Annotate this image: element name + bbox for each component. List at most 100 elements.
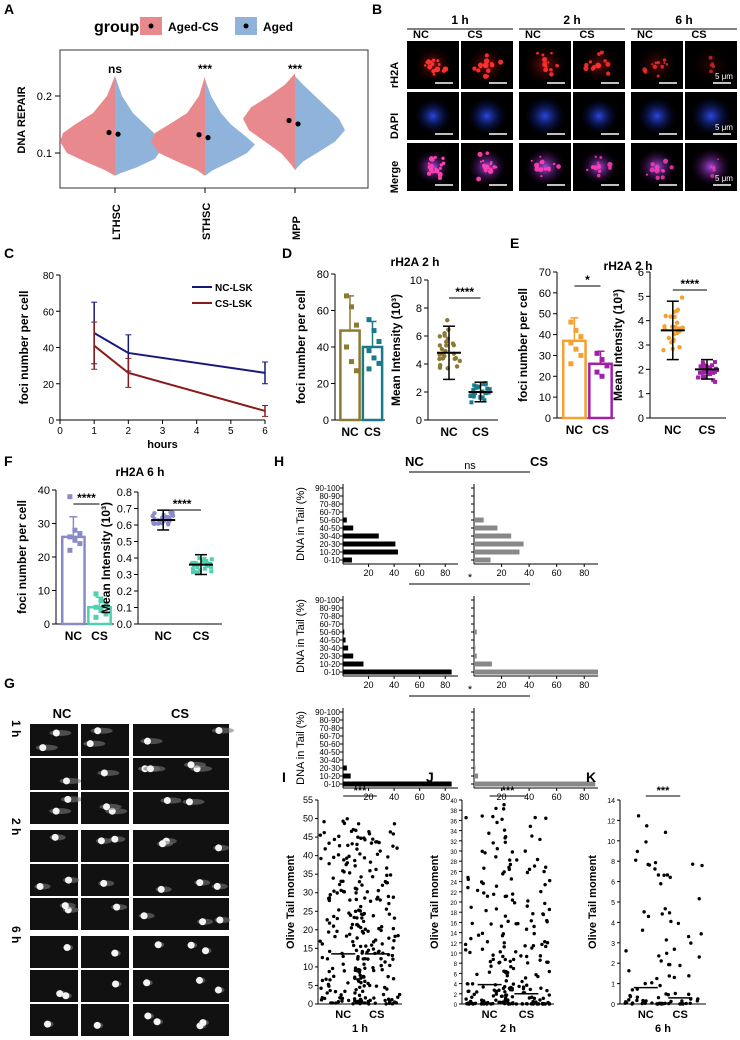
dot-point	[381, 992, 386, 997]
dot-point	[502, 803, 506, 807]
comet-head	[213, 882, 221, 890]
panel-e-label: E	[510, 235, 519, 251]
ytick: 2	[611, 961, 615, 968]
c-xtick: 0	[57, 426, 63, 437]
dot-point	[507, 986, 512, 991]
scatter-point	[707, 371, 712, 376]
panel-j: J 0246810121416182022242628303234363840O…	[426, 769, 554, 1035]
b-group-header: NC	[525, 29, 541, 41]
dot-point	[358, 968, 362, 972]
g-group-nc: NC	[53, 706, 72, 721]
dot-point	[542, 869, 546, 874]
ytick: 4	[454, 983, 458, 989]
comet-tail	[60, 796, 83, 803]
dot-point	[510, 850, 515, 854]
dot-point	[392, 822, 397, 826]
focus-spot	[545, 61, 548, 64]
comet-head	[111, 949, 119, 957]
h-category-label: 40-50	[320, 636, 341, 645]
scatter-point	[711, 370, 716, 375]
dot-point	[385, 881, 390, 885]
bar-point	[77, 541, 83, 547]
dot-point	[479, 880, 484, 884]
dot-point	[378, 898, 382, 902]
dot-point	[669, 919, 673, 924]
dot-point	[630, 988, 635, 992]
focus-spot	[495, 166, 498, 169]
h-bar-nc	[343, 629, 345, 635]
dot-point	[319, 986, 323, 990]
b-row-dapi: DAPI	[389, 113, 401, 139]
dot-point	[355, 922, 360, 927]
dot-point	[339, 879, 343, 883]
focus-spot	[432, 58, 436, 62]
b-image-grid: 5 μm 5 μm 5 μm	[407, 41, 737, 191]
dot-point	[506, 998, 510, 1002]
h-category-label: 60-70	[320, 620, 341, 629]
ytick: 22	[450, 891, 457, 897]
dot-point	[386, 997, 391, 1001]
focus-spot	[429, 163, 434, 169]
h-sig-label: *	[468, 684, 473, 696]
focus-spot	[552, 162, 556, 166]
focus-spot	[492, 165, 497, 169]
dot-xtick: NC	[482, 1009, 498, 1021]
dot-point	[524, 954, 529, 959]
scatter-point	[198, 568, 203, 573]
dot-point	[391, 844, 395, 848]
h-bar-nc	[343, 773, 351, 779]
dot-point	[384, 866, 389, 870]
dot-point	[355, 916, 359, 920]
dot-point	[527, 996, 532, 1000]
dot-point	[363, 927, 368, 931]
comet-head	[143, 737, 151, 745]
dot-point	[368, 860, 373, 864]
h-category-label: 30-40	[320, 532, 341, 541]
dot-point	[320, 942, 325, 946]
focus-spot	[710, 165, 713, 169]
dot-point	[655, 976, 659, 981]
ytick: 14	[450, 932, 457, 938]
focus-spot	[599, 50, 604, 55]
dot-point	[386, 855, 390, 859]
dot-point	[327, 984, 331, 988]
dot-point	[531, 1002, 535, 1006]
scatter-point	[209, 569, 214, 574]
dot-point	[539, 889, 543, 894]
h-bar-nc	[343, 549, 398, 555]
dot-point	[668, 875, 672, 880]
scatter-point	[190, 567, 195, 572]
scatter-xtick: NC	[440, 425, 458, 439]
dot-point	[387, 901, 391, 906]
dot-point	[349, 829, 354, 834]
h-xtick: 20	[364, 680, 374, 690]
h-bar-cs	[474, 781, 596, 787]
h-xtick: 80	[579, 792, 589, 802]
focus-spot	[547, 61, 550, 64]
g-time-2h: 2 h	[9, 818, 23, 835]
dot-point	[348, 932, 352, 937]
dot-point	[329, 1001, 333, 1005]
dot-point	[391, 895, 396, 899]
h-xtick: 80	[440, 792, 450, 802]
comet-head	[215, 726, 223, 734]
dot-point	[526, 899, 530, 903]
dot-point	[519, 954, 523, 958]
comet-head	[146, 765, 154, 773]
dot-point	[464, 948, 468, 952]
dot-point	[541, 996, 546, 1001]
panel-i: I 0 5 10 15 20 25 30 35 40 45 50 55 Olive Tail momen…	[282, 769, 402, 1035]
scatter-point	[487, 387, 492, 392]
dot-point	[650, 1001, 654, 1005]
h-xtick: 40	[524, 568, 534, 578]
dot-point	[497, 988, 501, 992]
bar-xtick: CS	[592, 423, 609, 437]
h-category-label: 50-60	[320, 516, 341, 525]
comet-head	[51, 833, 59, 841]
ytick: 26	[450, 870, 457, 876]
dot-point	[386, 974, 390, 979]
dot-point	[523, 849, 527, 853]
c-ytick: 80	[43, 271, 55, 282]
dot-point	[357, 880, 362, 884]
sig-label: ****	[173, 497, 192, 511]
